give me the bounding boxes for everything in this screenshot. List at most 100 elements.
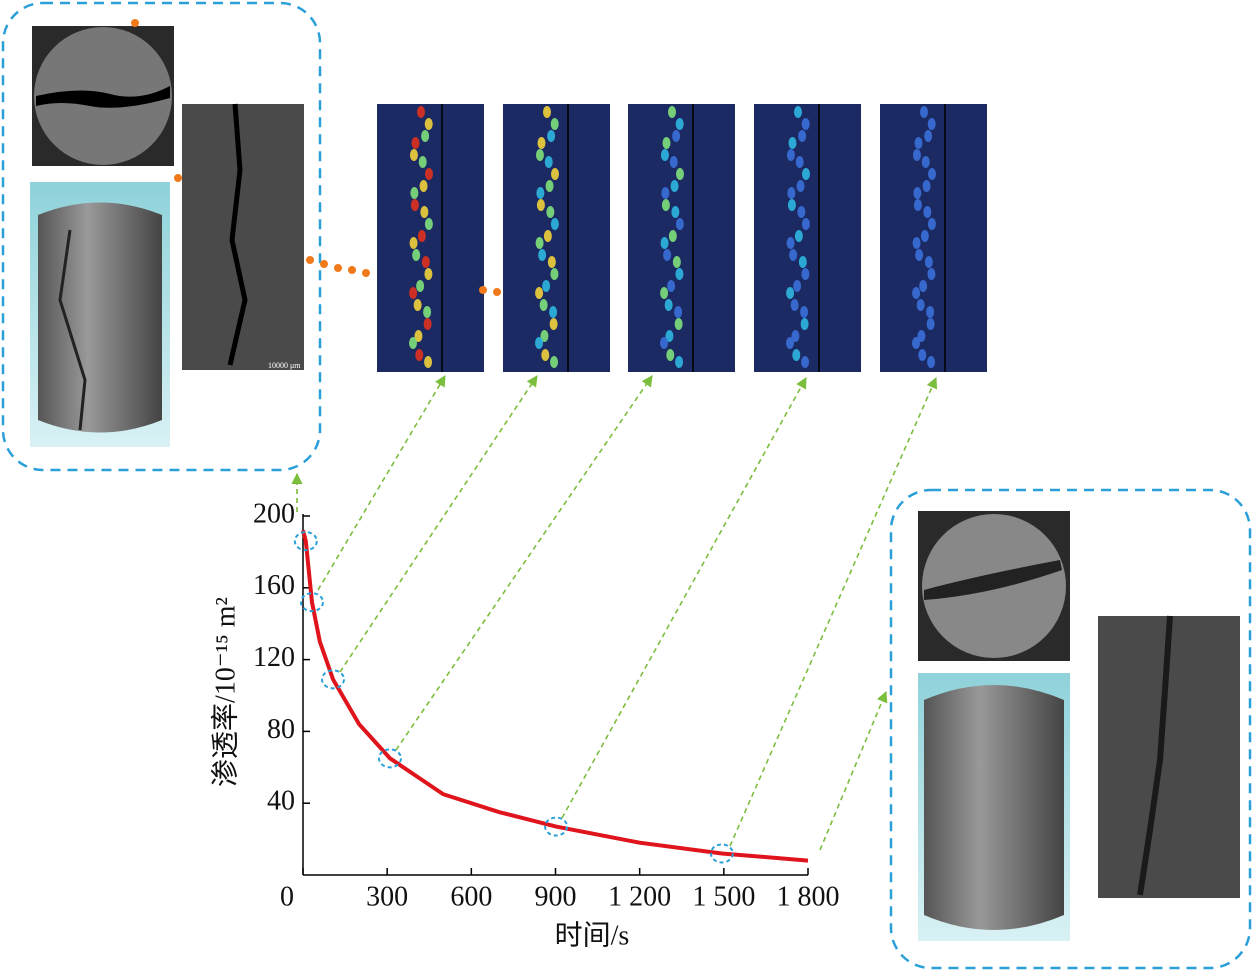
blob (912, 149, 921, 161)
blob (788, 137, 797, 149)
blob (415, 349, 424, 361)
blob (543, 106, 551, 118)
blob (424, 118, 433, 130)
heatmap (628, 104, 735, 372)
blob (927, 268, 936, 280)
crack (1137, 615, 1173, 896)
blob (800, 306, 809, 318)
blob (542, 280, 551, 292)
blob (423, 306, 432, 318)
blob (663, 249, 672, 261)
highlight (544, 816, 569, 837)
blob (786, 237, 795, 249)
blob (675, 356, 684, 368)
blob (424, 268, 433, 280)
blob (550, 118, 559, 130)
blob (675, 218, 684, 230)
blob (800, 318, 809, 330)
blob (914, 137, 923, 149)
blob (409, 287, 418, 299)
blob (660, 287, 669, 299)
blob (919, 280, 928, 292)
blob (536, 199, 545, 211)
image (182, 104, 304, 370)
x-tick-label: 1 800 (777, 881, 840, 912)
highlight (299, 592, 324, 613)
blob (668, 230, 677, 242)
heatmaps (377, 104, 987, 372)
y-tick-label: 160 (253, 570, 295, 601)
blob (786, 149, 795, 161)
blob (660, 149, 669, 161)
blob (424, 168, 433, 180)
blob (913, 199, 922, 211)
frame (889, 488, 1252, 970)
blob (672, 256, 681, 268)
x-tick-label: 900 (535, 881, 577, 912)
blob (920, 106, 928, 118)
x-tick-label: 0 (280, 881, 294, 912)
heatmap (754, 104, 861, 372)
blob (550, 268, 559, 280)
blob (801, 218, 810, 230)
blob (793, 280, 802, 292)
x-tick-label: 1 500 (692, 881, 755, 912)
blob (409, 237, 418, 249)
y-tick-label: 40 (267, 786, 295, 817)
blob (924, 130, 933, 142)
blob (424, 356, 433, 368)
blob (672, 130, 681, 142)
line (301, 529, 809, 863)
blob (547, 130, 556, 142)
blob (544, 156, 553, 168)
blob (666, 349, 675, 361)
highlight (709, 843, 734, 864)
blob (537, 137, 546, 149)
x-tick-label: 1 200 (608, 881, 671, 912)
blob (421, 130, 430, 142)
scale-label: 10000 μm (268, 361, 301, 370)
blob (535, 287, 544, 299)
blob (794, 106, 802, 118)
blob (786, 287, 795, 299)
blob (662, 137, 671, 149)
crack (227, 103, 248, 366)
blob (924, 256, 933, 268)
blob (538, 249, 547, 261)
blob (912, 287, 921, 299)
blob (787, 199, 796, 211)
blob (796, 180, 805, 192)
blob (410, 187, 419, 199)
highlight (321, 669, 346, 690)
blob (675, 118, 684, 130)
blob (664, 299, 673, 311)
blob (920, 230, 929, 242)
highlight (293, 531, 318, 552)
y-tick-label: 200 (253, 498, 295, 529)
blob (417, 106, 425, 118)
blob (540, 330, 549, 342)
image (924, 685, 1064, 930)
blob (927, 168, 936, 180)
blob (671, 206, 680, 218)
dots (131, 19, 501, 296)
crack (58, 229, 87, 431)
blob (547, 256, 556, 268)
blob (549, 306, 558, 318)
blob (927, 356, 936, 368)
blob (550, 218, 559, 230)
blob (549, 318, 558, 330)
blob (674, 318, 683, 330)
blob (787, 187, 796, 199)
heatmap (503, 104, 610, 372)
blob (801, 168, 810, 180)
blob (667, 280, 676, 292)
blob (550, 168, 559, 180)
x-axis-label: 时间/s (555, 919, 630, 951)
blob (797, 206, 806, 218)
blob (550, 356, 559, 368)
blob (798, 130, 807, 142)
blob (421, 256, 430, 268)
blob (660, 237, 669, 249)
blob (661, 199, 670, 211)
